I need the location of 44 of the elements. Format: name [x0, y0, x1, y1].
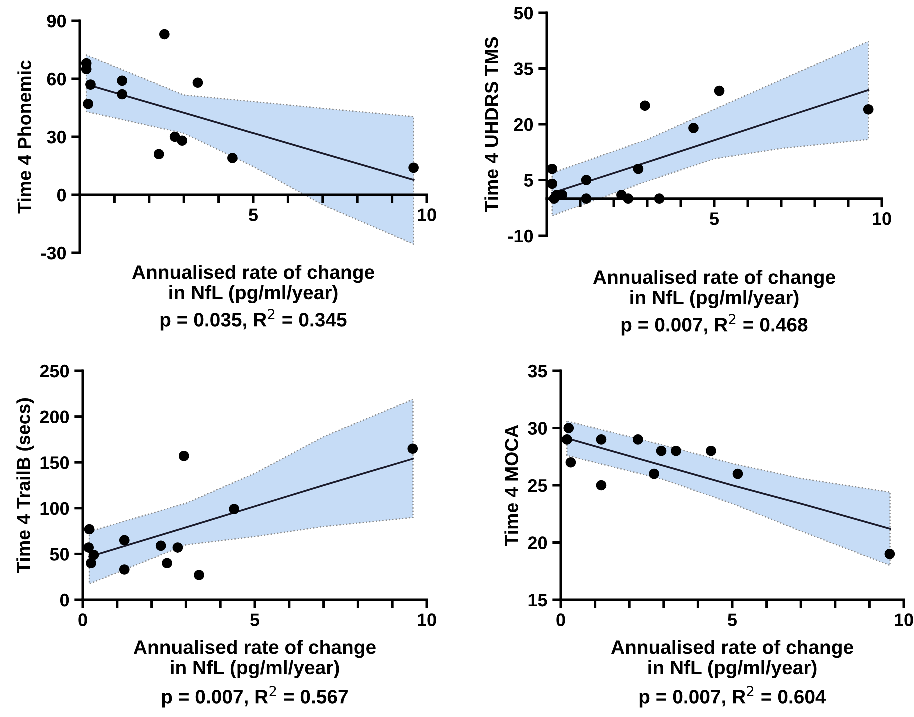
x-tick-label: 10	[418, 614, 436, 626]
y-tick-label: 30	[528, 422, 548, 435]
x-axis-title: Annualised rate of change in NfL (pg/ml/year)	[132, 265, 374, 304]
point	[160, 29, 170, 40]
text: p = 0.035, R$^{2}$ = 0.345	[160, 309, 347, 331]
y-tick-label: 200	[40, 410, 70, 424]
y-tick-label: 50	[50, 548, 70, 561]
x-axis-title: Annualised rate of change in NfL (pg/ml/year)	[134, 640, 376, 679]
x-axis-title: Annualised rate of change in NfL (pg/ml/year)	[611, 640, 854, 679]
text: p = 0.007, R$^{2}$ = 0.468	[622, 314, 808, 336]
x-tick-label: 5	[728, 614, 738, 626]
y-tick-label: 15	[528, 594, 548, 607]
y-tick-label: 20	[514, 118, 534, 132]
text: p = 0.007, R$^{2}$ = 0.604	[640, 686, 826, 708]
x-tick-label: 5	[250, 614, 260, 626]
x-tick-label: 0	[78, 614, 88, 626]
x-tick-label: 5	[710, 212, 720, 226]
y-tick-label: 25	[528, 479, 548, 492]
y-axis-title: Time 4 TrailB (secs)	[16, 398, 34, 574]
y-tick-label: 60	[47, 72, 66, 86]
y-tick-label: 250	[40, 364, 70, 378]
y-tick-label: 0	[60, 594, 70, 607]
y-axis-title: Time 4 MOCA	[504, 425, 518, 546]
y-axis-title: Time 4 Phonemic	[18, 60, 32, 214]
y-tick-label: -30	[41, 246, 66, 260]
y-tick-label: 35	[528, 364, 548, 378]
y-tick-label: 90	[47, 14, 66, 28]
y-tick-label: 20	[528, 536, 548, 550]
y-tick-label: 50	[514, 6, 534, 20]
y-tick-label: 100	[40, 502, 70, 516]
y-axis-title: Time 4 UHDRS TMS	[484, 37, 498, 212]
y-tick-label: 150	[40, 456, 70, 470]
y-tick-label: 30	[47, 130, 66, 144]
y-tick-label: 35	[514, 62, 534, 76]
x-tick-label: 5	[249, 208, 258, 222]
y-tick-label: 5	[524, 174, 534, 187]
x-tick-label: 10	[895, 614, 914, 626]
x-tick-label: 10	[418, 208, 436, 222]
x-axis-title: Annualised rate of change in NfL (pg/ml/year)	[593, 270, 836, 309]
y-tick-label: -10	[508, 230, 534, 243]
x-tick-label: 0	[556, 614, 566, 626]
y-tick-label: 0	[57, 188, 66, 202]
x-tick-label: 10	[873, 212, 892, 226]
text: p = 0.007, R$^{2}$ = 0.567	[162, 686, 348, 708]
